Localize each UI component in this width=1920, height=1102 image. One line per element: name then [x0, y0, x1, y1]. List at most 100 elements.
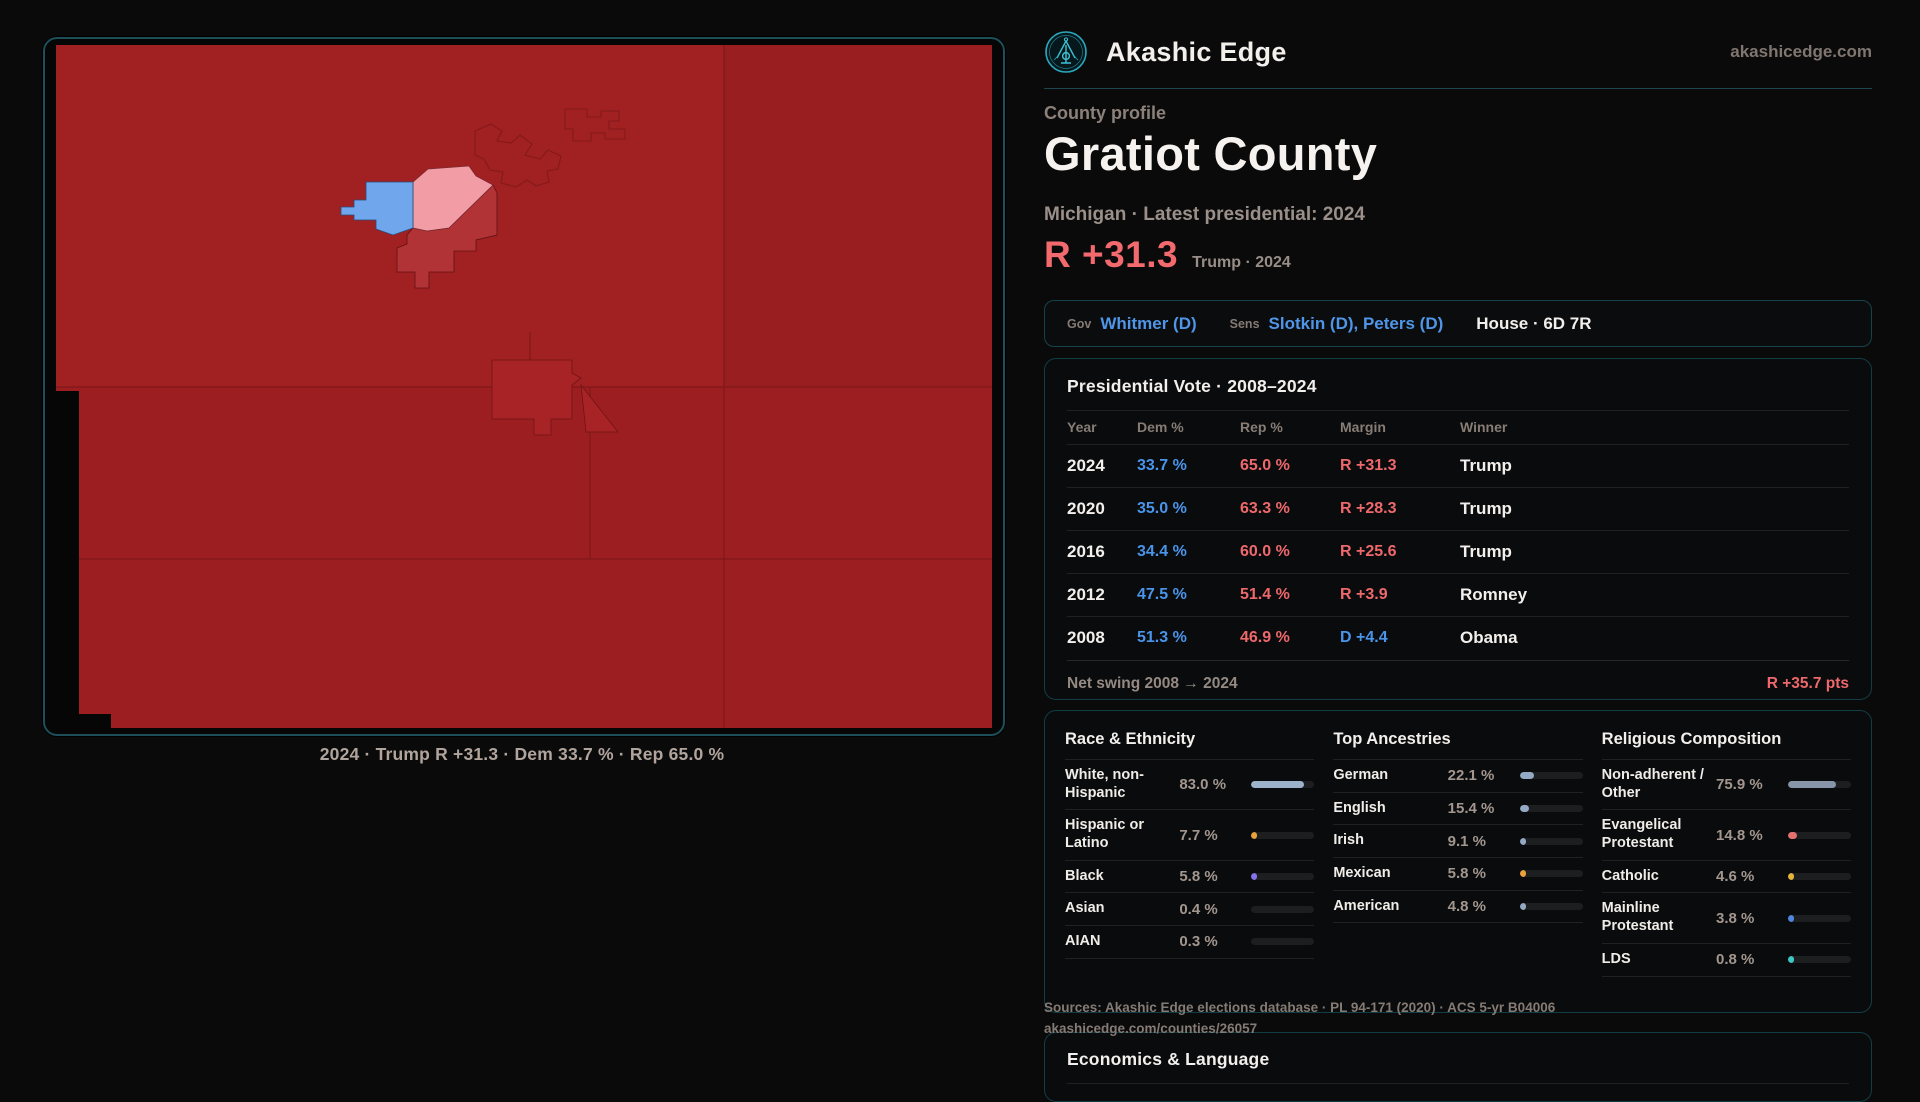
- demo-row-label: Mexican: [1333, 865, 1391, 882]
- demo-row: Non-adherent / Other 75.9 %: [1601, 760, 1851, 811]
- vote-cell: 63.3 %: [1240, 500, 1290, 517]
- sources-note: Sources: Akashic Edge elections database…: [1044, 997, 1744, 1039]
- vote-cell: R +31.3: [1340, 457, 1397, 474]
- demo-row-value: 22.1 %: [1447, 767, 1495, 785]
- demo-row: Irish 9.1 %: [1333, 825, 1583, 859]
- page-subtitle: Michigan · Latest presidential: 2024: [1044, 204, 1365, 225]
- demo-row-label: Hispanic or Latino: [1065, 817, 1144, 852]
- vote-cell: R +28.3: [1340, 500, 1397, 517]
- demo-row-bar: [1787, 914, 1851, 922]
- demo-row: English 15.4 %: [1333, 793, 1583, 826]
- precinct-alma-block: [491, 359, 582, 436]
- demo-row-value: 4.8 %: [1447, 898, 1487, 916]
- county-precinct-map[interactable]: [43, 37, 1005, 736]
- demo-column-race: Race & Ethnicity White, non-Hispanic 83.0 …: [1065, 724, 1315, 1012]
- economics-card-title: Economics & Language: [1067, 1049, 1270, 1069]
- economics-language-card: Economics & Language: [1044, 1032, 1872, 1102]
- permalink[interactable]: akashicedge.com/counties/26057: [1044, 1021, 1258, 1036]
- vote-cell: 2008: [1067, 628, 1105, 647]
- vote-table-header: Year Dem % Rep % Margin Winner: [1067, 410, 1849, 444]
- gov-label: Gov: [1067, 316, 1092, 331]
- officials-bar: Gov Whitmer (D) Sens Slotkin (D), Peters…: [1044, 300, 1872, 347]
- senators-names[interactable]: Slotkin (D), Peters (D): [1268, 313, 1444, 333]
- economics-card-divider: [1067, 1083, 1849, 1084]
- demo-row: German 22.1 %: [1333, 760, 1583, 793]
- precinct-map-svg: [56, 45, 992, 728]
- demo-row-value: 0.4 %: [1179, 900, 1218, 918]
- demo-row-label: Catholic: [1601, 867, 1659, 884]
- site-name: Akashic Edge: [1106, 36, 1287, 67]
- demo-row: American 4.8 %: [1333, 891, 1583, 924]
- net-swing-value: R +35.7 pts: [1766, 674, 1849, 692]
- vote-cell: 65.0 %: [1240, 457, 1290, 474]
- demo-column-ancestries: Top Ancestries German 22.1 % English 15.4 % I…: [1333, 724, 1583, 1012]
- vote-cell: 60.0 %: [1240, 543, 1290, 560]
- vote-col-header-4: Winner: [1460, 419, 1508, 435]
- vote-cell: 2016: [1067, 542, 1105, 561]
- demo-row-label: LDS: [1601, 950, 1631, 967]
- demo-row-label: German: [1333, 767, 1389, 783]
- vote-cell: 2024: [1067, 456, 1105, 475]
- vote-cell: 33.7 %: [1137, 457, 1187, 474]
- vote-cell: Trump: [1460, 542, 1512, 561]
- demo-row-value: 9.1 %: [1447, 832, 1487, 850]
- demographics-card: Race & Ethnicity White, non-Hispanic 83.0 …: [1044, 710, 1872, 1013]
- demo-row-bar: [1519, 772, 1583, 780]
- precinct-alma-triangle: [580, 383, 619, 433]
- demo-row-label: Asian: [1065, 900, 1105, 917]
- precinct-dem-blue: [340, 181, 414, 236]
- demo-row-label: Evangelical Protestant: [1601, 817, 1682, 852]
- precinct-weak-rep-pink: [412, 165, 494, 232]
- demo-row-value: 83.0 %: [1179, 776, 1227, 794]
- vote-row-2012: 2012 47.5 % 51.4 % R +3.9 Romney: [1067, 573, 1849, 616]
- house-delegation: House · 6D 7R: [1476, 313, 1592, 333]
- demo-row-value: 0.8 %: [1715, 951, 1755, 969]
- demo-row-bar: [1251, 831, 1315, 839]
- demo-row: LDS 0.8 %: [1601, 944, 1851, 977]
- demo-row-value: 5.8 %: [1179, 868, 1218, 886]
- vote-cell: D +4.4: [1340, 629, 1388, 646]
- demo-row-value: 4.6 %: [1715, 868, 1755, 886]
- demo-row-value: 0.3 %: [1179, 933, 1218, 951]
- demo-row-label: Black: [1065, 867, 1104, 884]
- governor-name[interactable]: Whitmer (D): [1100, 313, 1197, 333]
- demo-row: Hispanic or Latino 7.7 %: [1065, 810, 1315, 861]
- township-block-top-right: [724, 45, 992, 387]
- vote-cell: R +25.6: [1340, 543, 1397, 560]
- demo-row-bar: [1519, 837, 1583, 845]
- demo-row: Mexican 5.8 %: [1333, 858, 1583, 891]
- page-title: Gratiot County: [1044, 127, 1378, 180]
- site-domain-link[interactable]: akashicedge.com: [1730, 42, 1872, 61]
- vote-cell: R +3.9: [1340, 586, 1388, 603]
- vote-table-body: 2024 33.7 % 65.0 % R +31.3 Trump 2020 35.0 % 63…: [1067, 444, 1849, 659]
- vote-col-header-0: Year: [1067, 419, 1097, 435]
- vote-col-header-2: Rep %: [1240, 419, 1283, 435]
- vote-cell: Trump: [1460, 499, 1512, 518]
- demo-row-bar: [1251, 938, 1315, 946]
- vote-cell: 47.5 %: [1137, 586, 1187, 603]
- headline-margin: R +31.3: [1044, 234, 1179, 275]
- demo-row-bar: [1251, 873, 1315, 881]
- demo-column-title: Top Ancestries: [1333, 724, 1583, 760]
- vote-cell: 51.4 %: [1240, 586, 1290, 603]
- vote-row-2008: 2008 51.3 % 46.9 % D +4.4 Obama: [1067, 616, 1849, 659]
- vote-cell: 34.4 %: [1137, 543, 1187, 560]
- demo-row-label: White, non-Hispanic: [1065, 767, 1144, 801]
- demo-row: Black 5.8 %: [1065, 861, 1315, 894]
- net-swing-label: Net swing 2008 → 2024: [1067, 674, 1238, 692]
- demo-row: Evangelical Protestant 14.8 %: [1601, 810, 1851, 861]
- net-swing-row: Net swing 2008 → 2024 R +35.7 pts: [1067, 660, 1849, 706]
- vote-cell: 35.0 %: [1137, 500, 1187, 517]
- vote-col-header-1: Dem %: [1137, 419, 1184, 435]
- demo-row-bar: [1519, 870, 1583, 878]
- vote-row-2024: 2024 33.7 % 65.0 % R +31.3 Trump: [1067, 444, 1849, 487]
- demo-column-religion: Religious Composition Non-adherent / Othe…: [1601, 724, 1851, 1012]
- sources-line: Sources: Akashic Edge elections database…: [1044, 1000, 1556, 1015]
- demo-row-bar: [1787, 831, 1851, 839]
- demo-row: AIAN 0.3 %: [1065, 926, 1315, 959]
- demo-row: Asian 0.4 %: [1065, 893, 1315, 927]
- demo-row: White, non-Hispanic 83.0 %: [1065, 760, 1315, 811]
- demo-row-label: Mainline Protestant: [1601, 900, 1674, 935]
- akashic-edge-logo-icon: [1044, 30, 1088, 74]
- demo-row-bar: [1787, 781, 1851, 789]
